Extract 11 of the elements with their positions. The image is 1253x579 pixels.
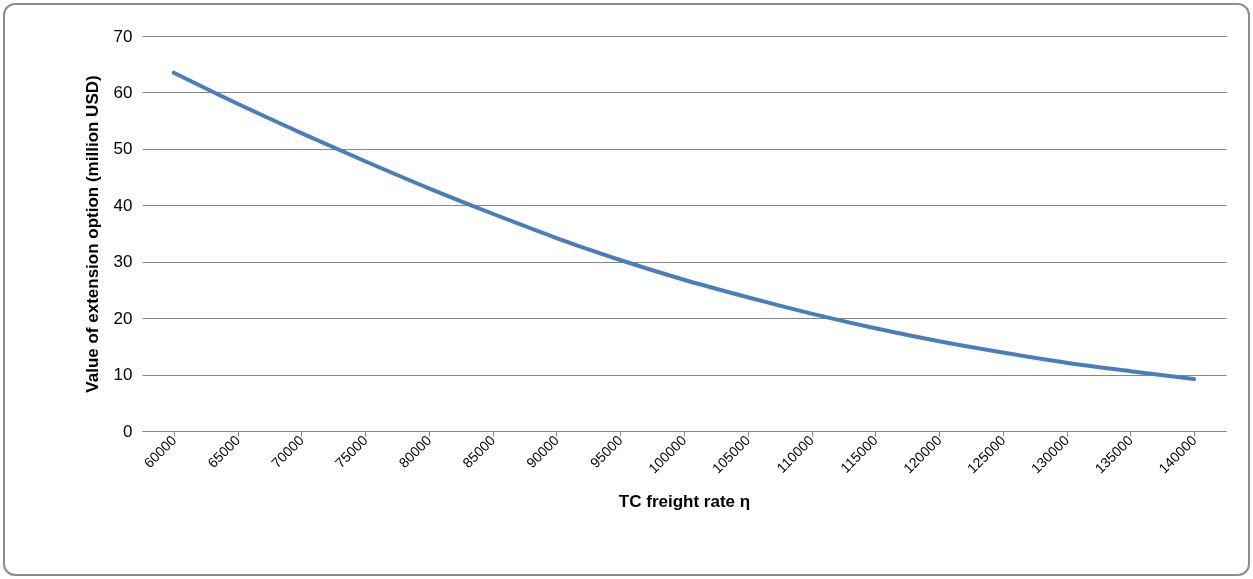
y-tick-label: 70 (113, 26, 133, 46)
y-tick-label: 60 (113, 82, 133, 102)
line-series (171, 70, 1197, 382)
y-tick-label: 40 (113, 195, 133, 215)
y-tick-label: 20 (113, 308, 133, 328)
y-tick-label: 10 (113, 365, 133, 385)
y-tick-label: 0 (123, 421, 133, 441)
y-tick-label: 50 (113, 139, 133, 159)
x-axis-title: TC freight rate η (618, 492, 751, 512)
y-axis-title: Value of extension option (million USD) (82, 75, 102, 393)
y-tick-label: 30 (113, 252, 133, 272)
